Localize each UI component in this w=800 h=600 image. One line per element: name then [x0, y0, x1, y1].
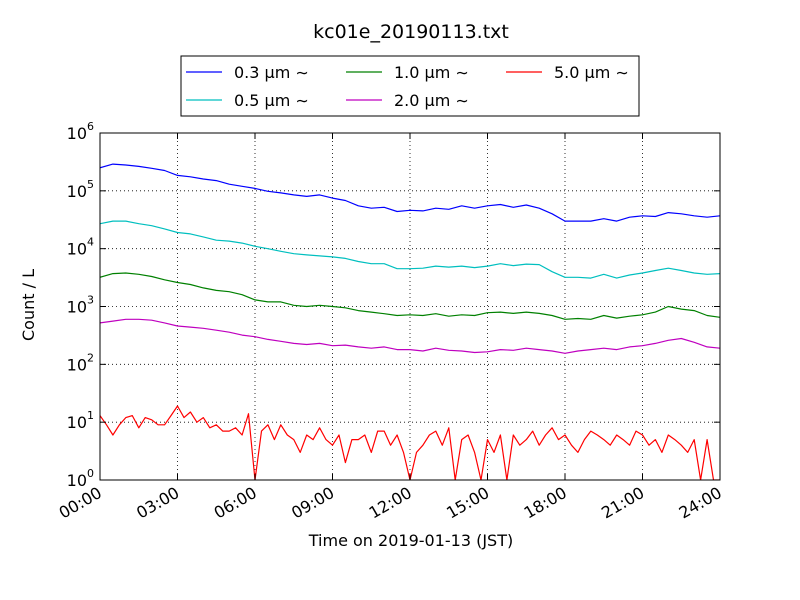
- x-tick-label: 21:00: [598, 483, 647, 523]
- x-tick-label: 24:00: [676, 483, 725, 523]
- series-line-1: [100, 220, 720, 279]
- series-line-2: [100, 272, 720, 320]
- x-tick-label: 06:00: [211, 483, 260, 523]
- series-line-3: [100, 318, 720, 354]
- legend-label-0: 0.3 μm ∼: [234, 63, 309, 82]
- x-tick-label: 09:00: [288, 483, 337, 523]
- legend-frame: [180, 55, 640, 117]
- x-axis-label: Time on 2019-01-13 (JST): [308, 531, 513, 550]
- x-tick-label: 12:00: [366, 483, 415, 523]
- legend: 0.3 μm ∼ 0.5 μm ∼ 1.0 μm ∼ 2.0 μm ∼ 5.0 μm ∼: [180, 55, 640, 117]
- y-tick-label: 100: [67, 467, 94, 490]
- legend-label-1: 0.5 μm ∼: [234, 91, 309, 110]
- y-tick-label: 106: [67, 120, 94, 143]
- legend-label-4: 5.0 μm ∼: [554, 63, 629, 82]
- legend-label-3: 2.0 μm ∼: [394, 91, 469, 110]
- legend-label-2: 1.0 μm ∼: [394, 63, 469, 82]
- plot-area: 00:00 03:00 06:00 09:00 12:00 15:00 18:00 21:00…: [56, 120, 725, 523]
- chart-title: kc01e_20190113.txt: [313, 21, 509, 43]
- y-tick-label: 102: [67, 351, 94, 374]
- x-tick-label: 03:00: [133, 483, 182, 523]
- x-tick-label: 18:00: [521, 483, 570, 523]
- y-tick-label: 105: [67, 178, 94, 201]
- x-tick-label: 15:00: [443, 483, 492, 523]
- y-tick-label: 104: [67, 236, 94, 259]
- y-tick-label: 103: [67, 294, 94, 317]
- series-line-4: [100, 405, 720, 480]
- y-axis-label: Count / L: [19, 269, 38, 341]
- series-line-0: [100, 163, 720, 222]
- y-tick-label: 101: [67, 409, 94, 432]
